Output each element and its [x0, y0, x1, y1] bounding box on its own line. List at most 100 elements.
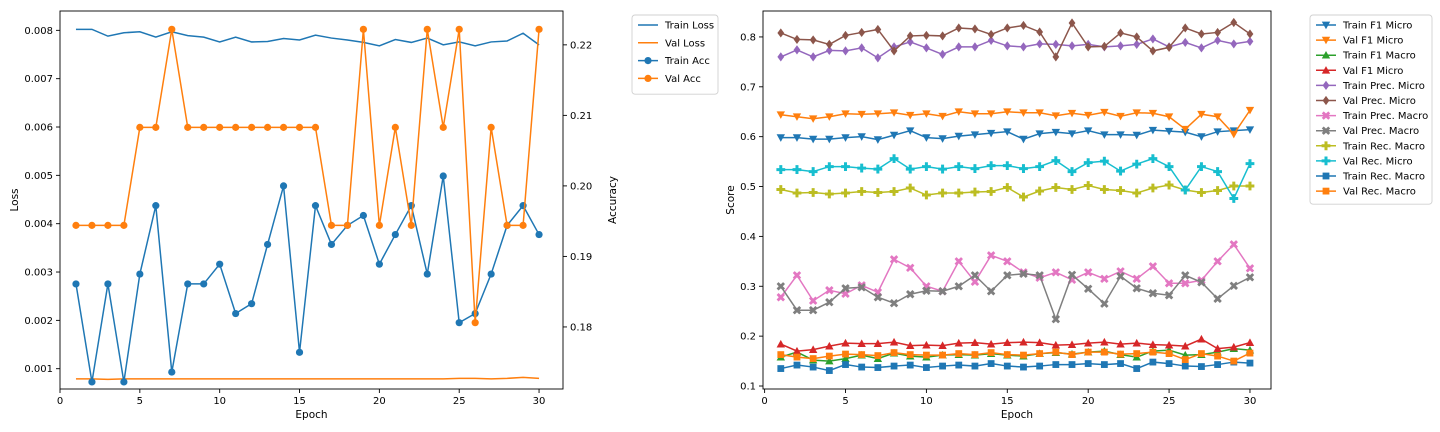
data-point: [343, 221, 352, 229]
data-point: [1229, 342, 1238, 351]
data-point: [1229, 130, 1238, 139]
series-4: [777, 34, 1254, 63]
data-point: [1083, 284, 1093, 293]
y2-tick-label: 0.18: [570, 322, 592, 333]
series-1: [776, 106, 1255, 139]
legend-marker: [1321, 141, 1331, 151]
data-point: [873, 110, 883, 118]
data-point: [808, 135, 818, 144]
data-point: [1165, 360, 1173, 367]
data-point: [1132, 109, 1141, 117]
x-tick-label: 0: [761, 396, 767, 407]
data-point: [986, 339, 996, 348]
data-point: [216, 260, 224, 268]
data-point: [906, 37, 914, 47]
legend-entry: Val Acc: [638, 74, 701, 85]
data-point: [857, 133, 866, 141]
legend-marker: [1322, 80, 1330, 90]
data-point: [88, 221, 96, 229]
data-point: [455, 319, 463, 327]
legend-box: [631, 14, 719, 95]
data-point: [1117, 41, 1124, 51]
data-point: [136, 123, 144, 131]
data-point: [88, 378, 96, 386]
y-axis-label: Score: [725, 185, 737, 214]
data-point: [906, 290, 915, 299]
data-point: [793, 34, 801, 45]
data-point: [1003, 271, 1012, 280]
data-point: [1035, 338, 1044, 346]
data-point: [391, 230, 399, 239]
data-point: [1148, 262, 1158, 271]
data-point: [922, 190, 931, 200]
data-point: [1230, 39, 1238, 49]
data-point: [922, 340, 931, 349]
y-tick-label: 0.6: [740, 132, 756, 143]
data-point: [1181, 341, 1190, 350]
data-point: [906, 341, 915, 349]
data-point: [1148, 340, 1158, 348]
data-point: [825, 356, 834, 365]
data-point: [971, 24, 979, 34]
data-point: [954, 338, 963, 347]
data-point: [889, 131, 899, 140]
data-point: [1052, 361, 1060, 368]
x-tick-label: 20: [1082, 396, 1095, 407]
x-tick-label: 5: [137, 396, 143, 407]
data-point: [1181, 23, 1189, 33]
data-point: [1245, 126, 1255, 134]
data-point: [1020, 363, 1027, 371]
data-point: [1246, 29, 1254, 39]
data-point: [1133, 350, 1141, 357]
y-tick-label: 0.1: [740, 382, 756, 393]
x-axis-label: Epoch: [1001, 409, 1033, 421]
data-point: [184, 123, 192, 131]
data-point: [889, 109, 899, 117]
data-point: [906, 351, 914, 358]
data-point: [873, 339, 883, 347]
data-point: [1245, 338, 1255, 346]
data-point: [1214, 35, 1222, 46]
data-point: [1003, 362, 1011, 370]
data-point: [1002, 161, 1012, 170]
data-point: [1117, 28, 1124, 38]
data-point: [1003, 128, 1012, 136]
data-point: [825, 286, 834, 295]
data-point: [905, 164, 915, 174]
data-point: [1084, 348, 1092, 356]
data-point: [1213, 128, 1222, 136]
data-point: [986, 129, 996, 138]
y-tick-label: 0.008: [24, 26, 53, 37]
data-point: [922, 162, 931, 171]
data-point: [1148, 183, 1158, 193]
data-point: [1132, 131, 1141, 140]
legend-entry: Val Loss: [638, 38, 705, 49]
data-point: [1068, 361, 1076, 368]
data-point: [906, 111, 915, 120]
series-val-acc: [72, 25, 543, 327]
data-point: [1067, 340, 1077, 348]
legend-label: Train F1 Macro: [1342, 51, 1416, 62]
data-point: [1036, 362, 1044, 370]
x-tick-label: 15: [1001, 396, 1014, 407]
legend-marker: [1321, 126, 1331, 135]
data-point: [938, 135, 947, 143]
data-point: [955, 361, 963, 369]
data-point: [792, 165, 802, 174]
data-point: [873, 293, 883, 302]
data-point: [248, 300, 256, 308]
legend-entry: Val Prec. Macro: [1316, 126, 1419, 137]
data-point: [295, 123, 304, 131]
data-point: [971, 362, 979, 370]
series-line: [780, 128, 1251, 141]
data-point: [1100, 299, 1109, 308]
data-point: [503, 221, 511, 229]
x-tick-label: 25: [1163, 396, 1176, 407]
y-tick-label: 0.3: [740, 282, 756, 293]
data-point: [327, 221, 336, 229]
data-point: [955, 23, 963, 33]
data-point: [279, 182, 288, 190]
data-point: [295, 348, 304, 356]
data-point: [1019, 269, 1028, 279]
data-point: [955, 42, 963, 52]
